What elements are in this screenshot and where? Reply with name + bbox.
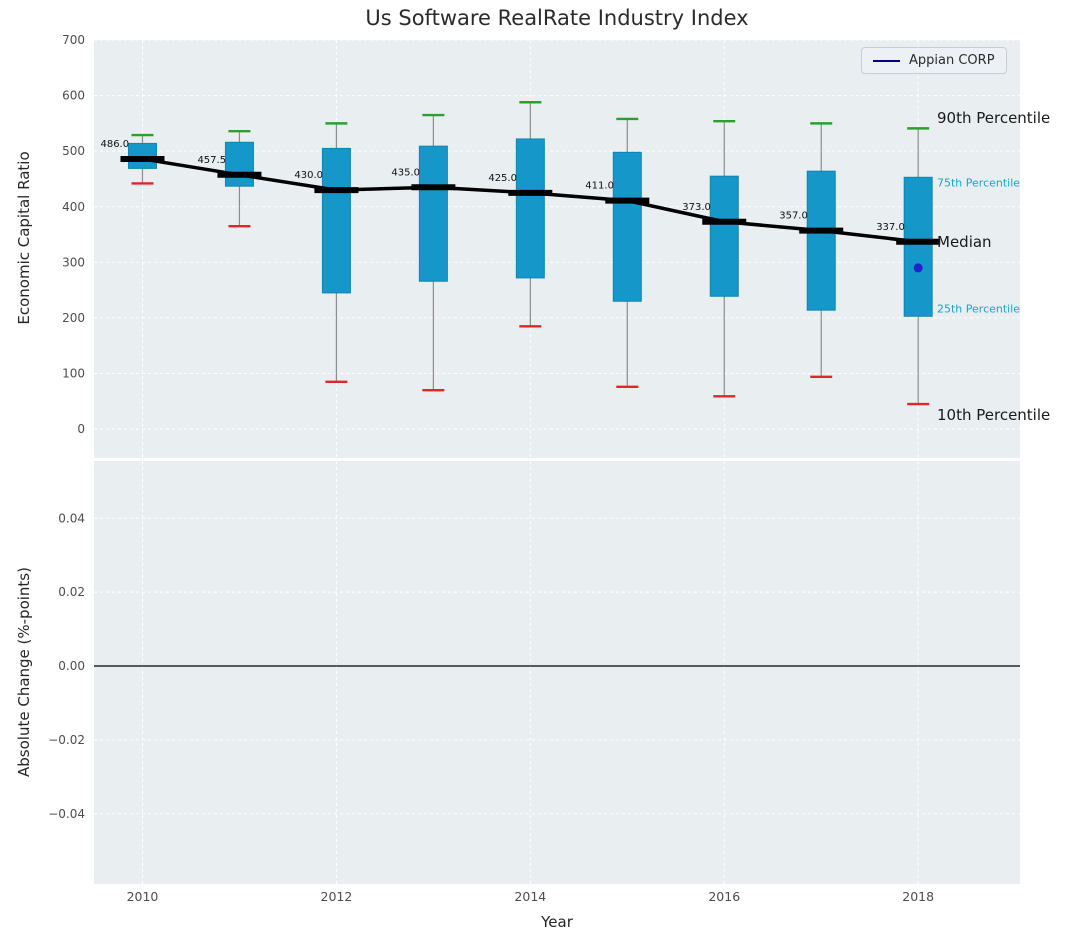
panel-background [94, 461, 1020, 884]
chart-title: Us Software RealRate Industry Index [365, 6, 749, 30]
top-y-tick-label: 300 [62, 255, 85, 269]
median-value-label: 425.0 [488, 173, 517, 184]
top-y-tick-label: 200 [62, 311, 85, 325]
top-y-tick-label: 0 [77, 422, 85, 436]
median-value-label: 373.0 [682, 202, 711, 213]
x-axis-label: Year [541, 913, 573, 931]
boxplot-box [709, 175, 739, 297]
annotation-p10: 10th Percentile [937, 406, 1051, 425]
x-tick-label: 2016 [708, 889, 740, 904]
x-tick-label: 2018 [902, 889, 934, 904]
boxplot-box [612, 151, 642, 302]
boxplot-box [806, 170, 836, 311]
median-value-label: 411.0 [585, 181, 614, 192]
x-tick-label: 2014 [514, 889, 546, 904]
median-value-label: 457.5 [197, 155, 226, 166]
bottom-y-tick-label: −0.04 [48, 807, 85, 821]
top-y-tick-label: 700 [62, 33, 85, 47]
legend-label: Appian CORP [909, 53, 995, 68]
boxplot-box [418, 145, 448, 282]
annotation-median: Median [937, 232, 992, 251]
bottom-y-axis-label: Absolute Change (%-points) [15, 567, 33, 777]
bottom-y-tick-label: −0.02 [48, 733, 85, 747]
x-tick-label: 2010 [127, 889, 159, 904]
annotation-p25: 25th Percentile [937, 302, 1021, 316]
x-tick-label: 2012 [321, 889, 353, 904]
boxplot-box [127, 142, 157, 169]
top-y-axis-label: Economic Capital Ratio [15, 151, 33, 325]
top-y-tick-label: 600 [62, 89, 85, 103]
boxplot-box [515, 138, 545, 279]
top-y-tick-label: 100 [62, 367, 85, 381]
annotation-p75: 75th Percentile [937, 176, 1021, 190]
median-value-label: 486.0 [100, 139, 129, 150]
boxplot-box [321, 147, 351, 294]
boxplot-box [903, 176, 933, 317]
median-value-label: 357.0 [779, 211, 808, 222]
bottom-y-tick-label: 0.04 [58, 511, 85, 525]
median-value-label: 435.0 [391, 167, 420, 178]
median-value-label: 430.0 [294, 170, 323, 181]
legend-line-appian-icon [873, 59, 900, 62]
median-value-label: 337.0 [876, 222, 905, 233]
legend: Appian CORP [861, 47, 1007, 74]
panel-background [94, 40, 1020, 458]
top-y-tick-label: 500 [62, 144, 85, 158]
appian-data-point [913, 263, 923, 273]
annotation-p90: 90th Percentile [937, 108, 1051, 127]
bottom-y-tick-label: 0.02 [58, 585, 85, 599]
top-y-tick-label: 400 [62, 200, 85, 214]
bottom-y-tick-label: 0.00 [58, 659, 85, 673]
boxplot-box [224, 141, 254, 187]
